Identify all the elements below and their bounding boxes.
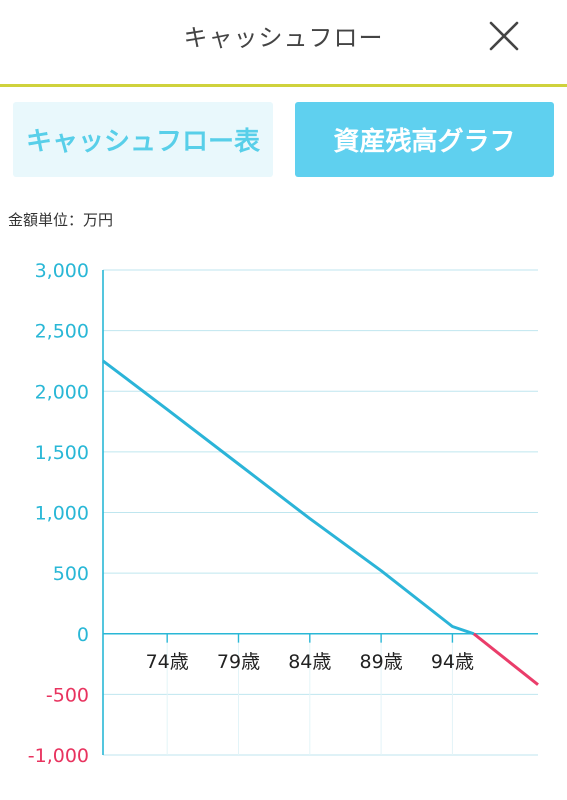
asset-balance-chart: 3,000 2,500 2,000 1,500 1,000 500 0 -500 -1,000 7…: [28, 260, 539, 767]
y-tick-label: 500: [53, 563, 89, 585]
y-tick-label: -1,000: [28, 745, 89, 767]
series-line-negative: [472, 632, 539, 686]
y-tick-label: -500: [46, 684, 89, 706]
x-tick-label: 84歳: [288, 651, 331, 673]
x-tick-label: 94歳: [431, 651, 474, 673]
tab-cashflow-table[interactable]: キャッシュフロー表: [13, 102, 273, 177]
tab-asset-balance-graph[interactable]: 資産残高グラフ: [295, 102, 554, 177]
y-tick-label: 0: [77, 624, 89, 646]
header: キャッシュフロー: [0, 0, 567, 84]
unit-label: 金額単位：万円: [8, 211, 114, 229]
x-tick-label: 89歳: [360, 651, 403, 673]
header-divider: [0, 84, 567, 87]
y-tick-label: 3,000: [35, 260, 89, 282]
close-icon[interactable]: [484, 16, 524, 56]
page-title: キャッシュフロー: [183, 24, 384, 52]
y-tick-label: 1,500: [35, 442, 89, 464]
x-tick-label: 79歳: [217, 651, 260, 673]
series-line-positive: [102, 359, 475, 636]
y-tick-label: 2,500: [35, 321, 89, 343]
y-tick-label: 2,000: [35, 381, 89, 403]
y-tick-label: 1,000: [35, 503, 89, 525]
x-tick-label: 74歳: [146, 651, 189, 673]
